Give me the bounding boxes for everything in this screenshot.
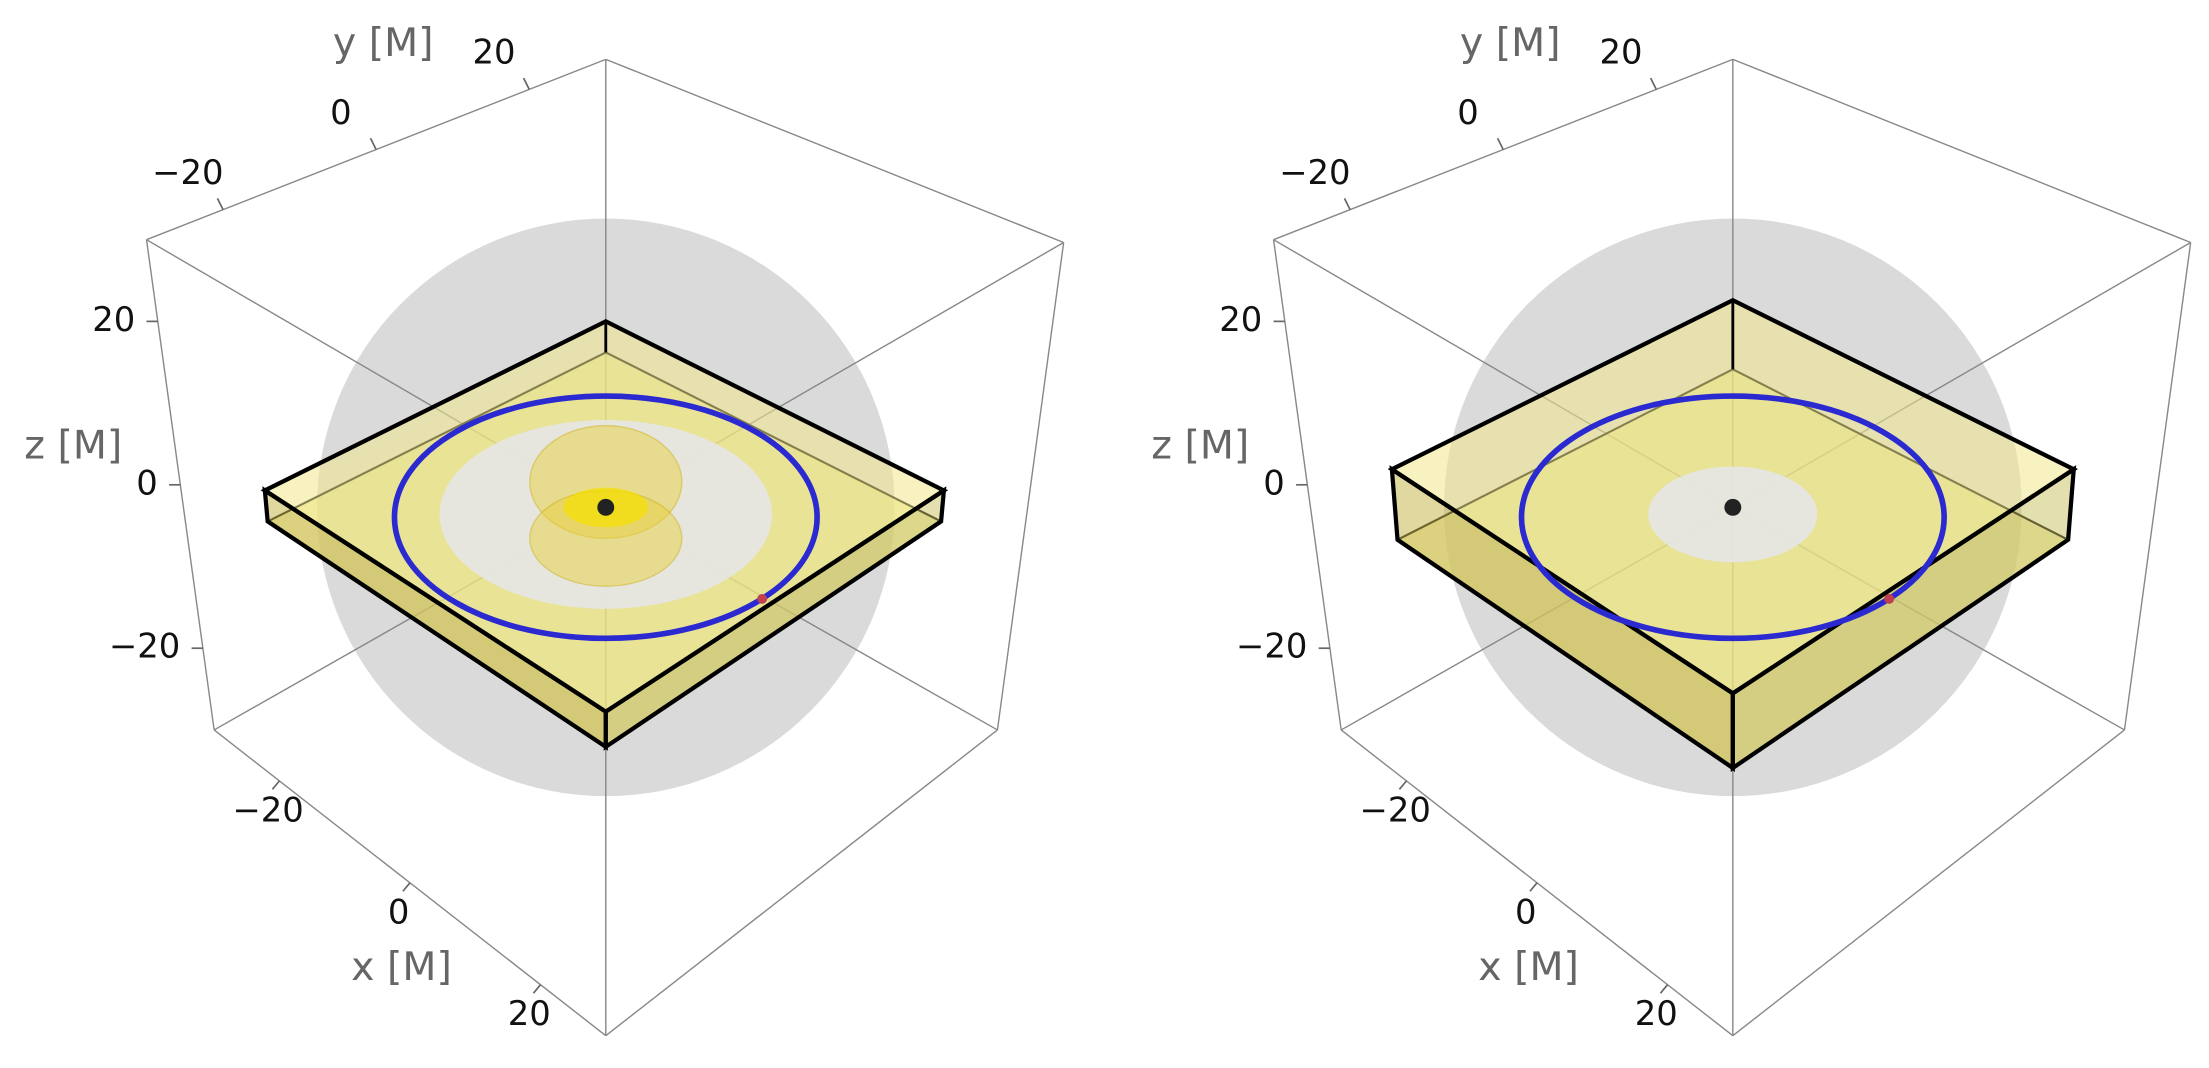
x-tick-label: 20: [508, 994, 551, 1033]
tick-mark: [1496, 137, 1504, 150]
y-tick-label: −20: [1279, 153, 1350, 192]
z-tick-label: 20: [1219, 300, 1262, 339]
black-hole: [597, 498, 615, 516]
box-edge: [2123, 242, 2192, 731]
tick-mark: [216, 197, 224, 210]
y-axis-label: y [M]: [333, 20, 434, 66]
x-tick-label: 20: [1635, 994, 1678, 1033]
box-edge: [1732, 729, 2125, 1037]
z-axis-label: z [M]: [24, 423, 122, 469]
y-axis-label: y [M]: [1460, 20, 1561, 66]
z-tick-label: −20: [1236, 627, 1307, 666]
tick-mark: [1398, 780, 1408, 790]
x-tick-label: 0: [388, 892, 410, 931]
z-axis-label: z [M]: [1151, 423, 1249, 469]
box-edge: [605, 58, 1064, 244]
tick-mark: [522, 77, 530, 90]
orbit: [1518, 393, 1947, 642]
x-tick-label: 0: [1515, 892, 1537, 931]
tick-mark: [1343, 197, 1351, 210]
tick-mark: [369, 137, 377, 150]
z-tick-label: 20: [92, 300, 135, 339]
y-tick-label: 20: [473, 33, 516, 72]
orbit: [391, 393, 820, 642]
box-edge: [1273, 58, 1734, 241]
panel: −20 0 20 y [M] −20 0 20 z [M] −20 0 20 x [M]: [24, 20, 1065, 1037]
panel: −20 0 20 y [M] −20 0 20 z [M] −20 0 20 x [M]: [1151, 20, 2192, 1037]
box-edge: [996, 242, 1065, 731]
black-hole: [1724, 498, 1742, 516]
x-axis-label: x [M]: [1478, 944, 1579, 990]
y-tick-label: −20: [152, 153, 223, 192]
tick-mark: [271, 780, 281, 790]
y-tick-label: 20: [1600, 33, 1643, 72]
tick-mark: [1529, 882, 1538, 892]
tick-mark: [402, 882, 411, 892]
z-tick-label: −20: [109, 627, 180, 666]
tick-mark: [1649, 77, 1658, 90]
tick-mark: [532, 984, 542, 994]
y-tick-label: 0: [1457, 93, 1479, 132]
z-tick-label: 0: [136, 463, 158, 502]
x-axis-label: x [M]: [351, 944, 452, 990]
z-tick-label: 0: [1263, 463, 1285, 502]
box-edge: [1732, 58, 2191, 244]
x-tick-label: −20: [1360, 790, 1431, 829]
particle: [757, 593, 768, 604]
y-tick-label: 0: [330, 93, 352, 132]
box-edge: [605, 729, 998, 1037]
x-tick-label: −20: [232, 790, 303, 829]
particle: [1884, 593, 1895, 604]
tick-mark: [1659, 984, 1669, 994]
